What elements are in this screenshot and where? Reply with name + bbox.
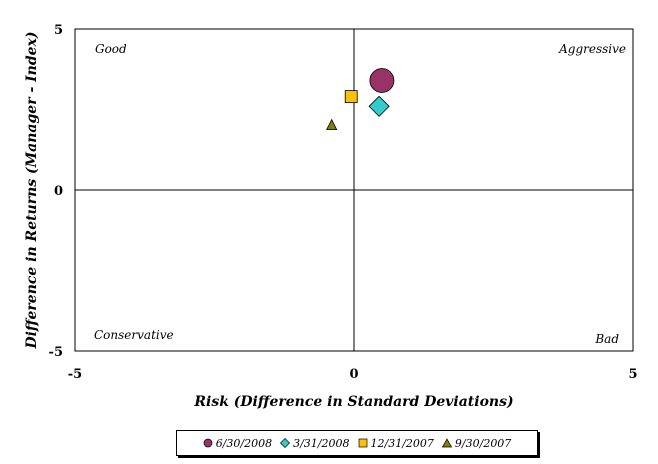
square-marker-icon [358, 438, 367, 448]
data-point-triangle [326, 118, 338, 131]
legend-label: 12/31/2007 [370, 436, 434, 450]
quadrant-label-top-right: Aggressive [558, 42, 626, 56]
legend-item: 3/31/2008 [280, 436, 350, 450]
legend-item: 9/30/2007 [441, 436, 512, 450]
x-tick-label: 5 [628, 367, 637, 382]
circle-marker-icon [203, 438, 213, 448]
y-axis-title: Difference in Returns (Manager - Index) [24, 31, 40, 349]
x-axis-title: Risk (Difference in Standard Deviations) [193, 394, 513, 410]
triangle-marker-icon [441, 438, 452, 448]
legend-label: 6/30/2008 [215, 436, 273, 450]
legend: 6/30/2008 3/31/2008 12/31/2007 9/30/2007 [176, 430, 538, 456]
y-tick-label: 5 [54, 23, 63, 38]
legend-label: 3/31/2008 [293, 436, 350, 450]
scatter-chart: Good Aggressive Conservative Bad 5 0 -5 … [24, 23, 638, 410]
diamond-marker-icon [280, 438, 291, 448]
data-point-circle [369, 68, 395, 93]
x-tick-label: -5 [68, 367, 82, 382]
quadrant-label-bottom-right: Bad [594, 332, 619, 346]
y-tick-label: -5 [49, 345, 63, 360]
data-points [326, 68, 395, 131]
legend-item: 12/31/2007 [358, 437, 434, 450]
y-tick-label: 0 [54, 184, 63, 199]
legend-item: 6/30/2008 [203, 437, 272, 450]
data-point-square [344, 90, 358, 104]
legend-label: 9/30/2007 [454, 436, 512, 450]
quadrant-label-bottom-left: Conservative [94, 328, 174, 342]
x-tick-label: 0 [349, 367, 358, 382]
quadrant-label-top-left: Good [95, 42, 127, 56]
data-point-diamond [368, 95, 390, 117]
